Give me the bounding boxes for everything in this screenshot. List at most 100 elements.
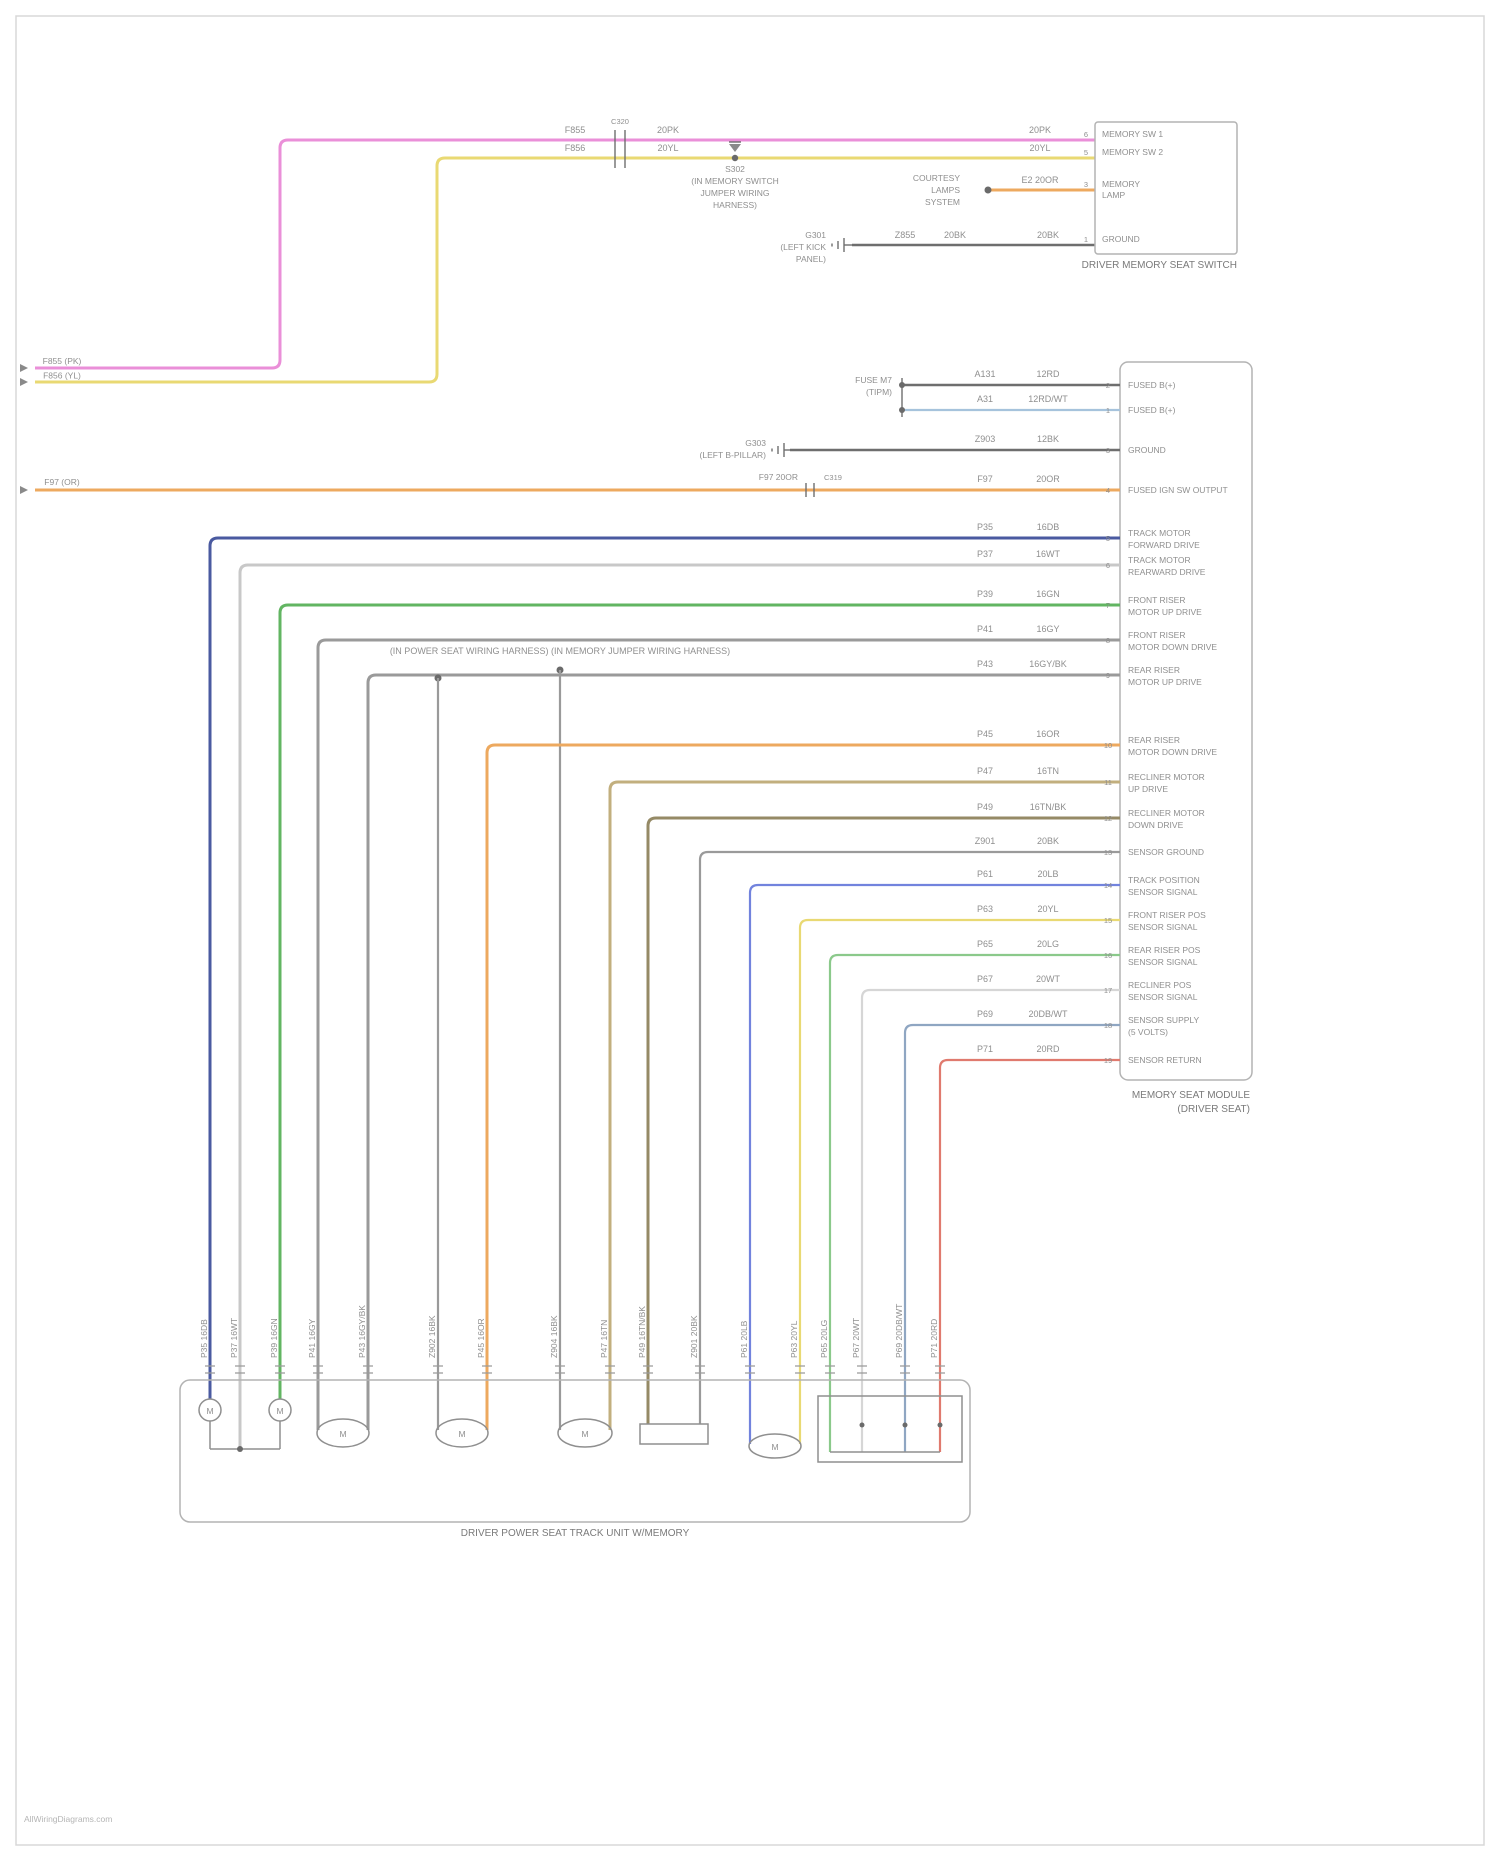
inline-connector-icon <box>900 1365 910 1374</box>
wire-circuit-label: P67 <box>977 974 993 984</box>
module-pin-function: FORWARD DRIVE <box>1128 540 1200 550</box>
vertical-wire-label: P45 16OR <box>476 1318 486 1358</box>
vertical-wire-label: P41 16GY <box>307 1318 317 1358</box>
wire-circuit-label: Z901 <box>975 836 996 846</box>
inline-connector-icon <box>695 1365 705 1374</box>
inline-connector-icon <box>795 1365 805 1374</box>
pin-number: 1 <box>1106 406 1110 415</box>
wire-circuit-label: P71 <box>977 1044 993 1054</box>
wire-circuit-label: P49 <box>977 802 993 812</box>
connector-label: C320 <box>611 117 629 126</box>
wire-circuit-label: P39 <box>977 589 993 599</box>
module-pin-function: SENSOR SIGNAL <box>1128 957 1198 967</box>
wire-gauge-label: 20LG <box>1037 939 1059 949</box>
harness-note: (IN POWER SEAT WIRING HARNESS) (IN MEMOR… <box>390 646 730 656</box>
module-pin-function: RECLINER MOTOR <box>1128 808 1205 818</box>
wire-circuit-label: A131 <box>974 369 995 379</box>
splice-dot <box>899 407 905 413</box>
offpage-arrow-icon <box>20 364 28 372</box>
wire-label: E2 20OR <box>1021 175 1059 185</box>
switch-pin-function: GROUND <box>1102 234 1140 244</box>
ground-note: PANEL) <box>796 254 826 264</box>
motor-icon <box>557 1418 613 1448</box>
unit-component-box <box>639 1423 709 1445</box>
module-pin-function: MOTOR UP DRIVE <box>1128 677 1202 687</box>
wire-gauge-label: 20RD <box>1036 1044 1060 1054</box>
pin-number: 4 <box>1106 486 1110 495</box>
inline-connector-icon <box>605 1365 615 1374</box>
module-pin-function: SENSOR SIGNAL <box>1128 992 1198 1002</box>
module-pin-function: REAR RISER <box>1128 665 1180 675</box>
wire-gauge-label: 12RD <box>1036 369 1060 379</box>
vertical-wire-label: P47 16TN <box>599 1320 609 1358</box>
fuse-note: (TIPM) <box>866 387 892 397</box>
wire-yellow-memory-sw2 <box>35 156 1095 384</box>
pin-number: 3 <box>1084 180 1088 189</box>
pin-number: 7 <box>1106 601 1110 610</box>
wire-recliner-up <box>608 780 1120 1430</box>
motor-letter: M <box>771 1442 778 1452</box>
wire-gauge-label: 16TN/BK <box>1030 802 1067 812</box>
module-pin-function: SENSOR GROUND <box>1128 847 1204 857</box>
wire-circuit-label: P65 <box>977 939 993 949</box>
splice-note: (IN MEMORY SWITCH <box>691 176 779 186</box>
wire-gauge-label: 20OR <box>1036 474 1060 484</box>
pin-number: 3 <box>1106 446 1110 455</box>
wire-sensor-return <box>938 1058 1120 1452</box>
diode-icon <box>729 144 741 152</box>
memory-switch-section: C320 F855 20PK 20PK F856 20YL 20YL S302 … <box>35 117 1238 384</box>
splice-dot <box>731 154 739 162</box>
module-pin-function: SENSOR SIGNAL <box>1128 887 1198 897</box>
module-pin-function: FUSED IGN SW OUTPUT <box>1128 485 1228 495</box>
module-pin-function: TRACK POSITION <box>1128 875 1200 885</box>
splice-dot <box>237 1446 243 1452</box>
motor-letter: M <box>206 1406 213 1416</box>
watermark: AllWiringDiagrams.com <box>24 1814 112 1824</box>
pin-number: 12 <box>1104 814 1112 823</box>
splice-name: S302 <box>725 164 745 174</box>
wire-recliner-down <box>646 816 1120 1424</box>
pin-number: 10 <box>1104 741 1112 750</box>
offpage-wire-label: F855 (PK) <box>43 356 82 366</box>
vertical-wire-label: P43 16GY/BK <box>357 1305 367 1358</box>
wire-circuit-label: P61 <box>977 869 993 879</box>
offpage-arrow-icon <box>20 486 28 494</box>
sensor-tap-dot <box>859 1422 865 1428</box>
switch-pin-function: MEMORY SW 2 <box>1102 147 1163 157</box>
splice-note: JUMPER WIRING <box>701 188 770 198</box>
module-pin-function: TRACK MOTOR <box>1128 528 1191 538</box>
module-pin-function: (5 VOLTS) <box>1128 1027 1168 1037</box>
vertical-wire-label: P61 20LB <box>739 1320 749 1358</box>
splice-dot <box>984 186 992 194</box>
inline-connector-icon <box>313 1365 323 1374</box>
pin-number: 9 <box>1106 671 1110 680</box>
module-pin-function: FRONT RISER <box>1128 630 1185 640</box>
wire-track-forward <box>208 536 1120 1399</box>
motor-letter: M <box>458 1429 465 1439</box>
wire-label: F97 20OR <box>759 472 798 482</box>
switch-pin-function: LAMP <box>1102 190 1125 200</box>
pin-number: 8 <box>1106 636 1110 645</box>
module-pin-function: UP DRIVE <box>1128 784 1168 794</box>
page-border <box>15 15 1485 1846</box>
source-note: COURTESY <box>913 173 960 183</box>
module-pin-function: SENSOR RETURN <box>1128 1055 1202 1065</box>
motor-icon <box>748 1433 802 1459</box>
wire-gauge-label: 20BK <box>944 230 966 240</box>
pin-number: 17 <box>1104 986 1112 995</box>
wire-gauge-label: 16TN <box>1037 766 1059 776</box>
pin-number: 1 <box>1084 235 1088 244</box>
inline-connector-icon <box>205 1365 215 1374</box>
wire-rear-riser-pos-sensor <box>828 953 1120 1452</box>
module-pin-function: SENSOR SUPPLY <box>1128 1015 1200 1025</box>
pin-number: 6 <box>1106 561 1110 570</box>
wire-gauge-label: 20DB/WT <box>1028 1009 1068 1019</box>
wire-circuit-label: P69 <box>977 1009 993 1019</box>
motor-letter: M <box>581 1429 588 1439</box>
wire-sensor-supply <box>903 1023 1120 1452</box>
wire-circuit-label: P47 <box>977 766 993 776</box>
module-pin-function: FUSED B(+) <box>1128 380 1176 390</box>
module-pin-function: DOWN DRIVE <box>1128 820 1184 830</box>
pin-number: 6 <box>1084 130 1088 139</box>
